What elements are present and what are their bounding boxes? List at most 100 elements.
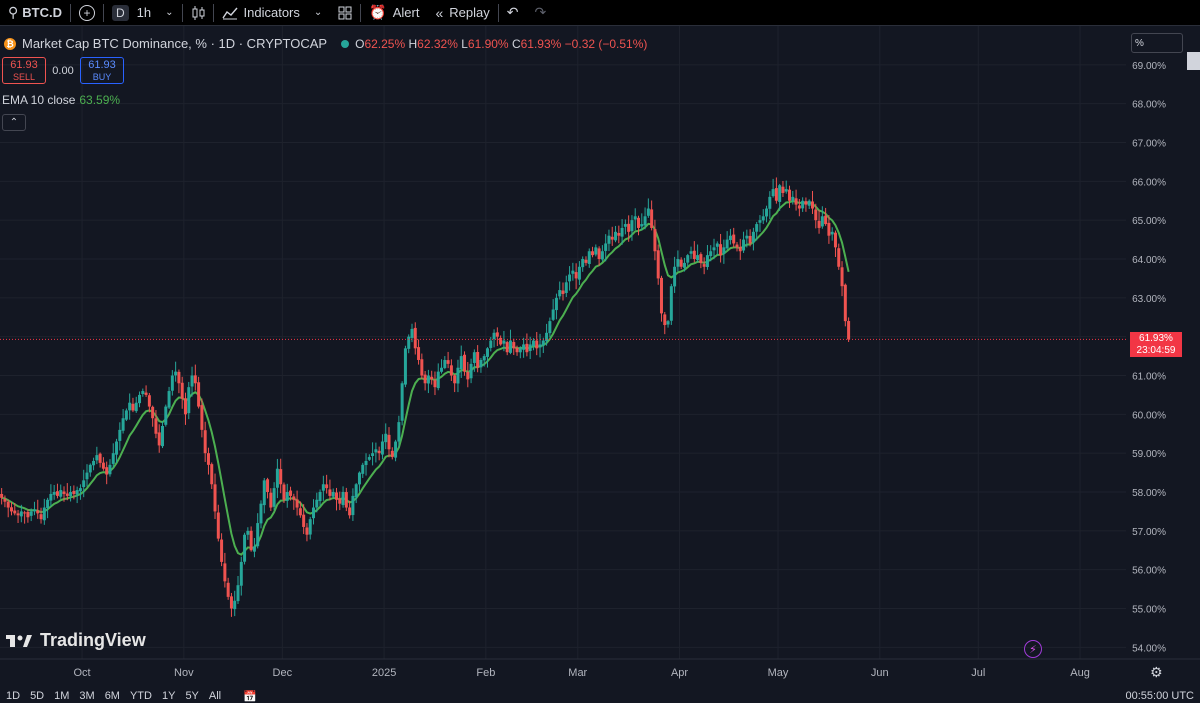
candle-body	[0, 493, 4, 498]
candle-body	[377, 450, 381, 454]
candle-body	[187, 387, 191, 414]
calendar-icon[interactable]: 📅	[243, 691, 257, 703]
redo-button[interactable]: ↷	[526, 0, 554, 26]
collapse-legend-button[interactable]: ⌃	[2, 114, 26, 131]
redo-icon: ↷	[534, 4, 547, 20]
sell-price: 61.93	[10, 59, 38, 71]
candle-body	[344, 492, 348, 508]
candle-body	[446, 360, 450, 364]
alarm-clock-icon: ⏰	[369, 4, 387, 20]
tradingview-logo[interactable]: TradingView	[6, 630, 146, 651]
chart-type-button[interactable]	[183, 0, 213, 26]
candle-body	[433, 380, 437, 388]
low-label: L	[461, 36, 468, 51]
ema-legend[interactable]: EMA 10 close 63.59%	[2, 93, 120, 107]
candle-body	[755, 224, 759, 232]
symbol-search[interactable]: ⚲ BTC.D	[0, 0, 70, 26]
sell-button[interactable]: 61.93 SELL	[2, 57, 46, 84]
candle-body	[551, 309, 555, 320]
candle-body	[417, 347, 421, 360]
search-icon: ⚲	[8, 4, 19, 20]
candle-body	[482, 356, 486, 361]
candle-body	[65, 493, 69, 496]
undo-button[interactable]: ↶	[499, 0, 527, 26]
time-tick-label: Oct	[74, 667, 91, 679]
compare-button[interactable]: +	[71, 0, 103, 26]
replay-button[interactable]: « Replay	[427, 0, 497, 26]
range-button-1m[interactable]: 1M	[54, 690, 70, 702]
range-button-5d[interactable]: 5D	[30, 690, 45, 702]
candle-body	[738, 246, 742, 252]
candle-body	[252, 546, 256, 552]
candle-body	[541, 340, 545, 346]
candle-body	[558, 290, 562, 297]
unit-selector[interactable]: %	[1131, 33, 1183, 53]
candle-body	[111, 453, 115, 464]
time-tick-label: Dec	[273, 667, 293, 679]
candle-body	[709, 251, 713, 257]
scrollbar-handle[interactable]	[1187, 52, 1200, 70]
candle-body	[420, 359, 424, 376]
candle-body	[479, 359, 483, 368]
gear-icon[interactable]: ⚙	[1150, 664, 1163, 680]
candle-body	[216, 512, 220, 539]
candle-body	[712, 247, 716, 251]
layouts-button[interactable]	[330, 0, 360, 26]
candle-body	[423, 374, 427, 384]
time-tick-label: Jun	[871, 667, 889, 679]
buy-button[interactable]: 61.93 BUY	[80, 57, 124, 84]
price-tick-label: 61.00%	[1132, 372, 1166, 383]
candle-body	[32, 509, 36, 512]
range-button-ytd[interactable]: YTD	[129, 690, 152, 702]
candle-body	[653, 229, 657, 252]
candle-body	[174, 371, 178, 376]
series-title[interactable]: Market Cap BTC Dominance, % · 1D · CRYPT…	[22, 36, 328, 51]
candle-body	[705, 255, 709, 267]
range-button-3m[interactable]: 3M	[79, 690, 95, 702]
candle-body	[768, 196, 772, 209]
candle-body	[128, 402, 132, 411]
interval-selector[interactable]: D 1h ⌄	[104, 0, 182, 26]
candle-body	[226, 582, 230, 597]
range-button-6m[interactable]: 6M	[104, 690, 120, 702]
candle-body	[633, 216, 637, 220]
candle-body	[508, 340, 512, 353]
candle-body	[151, 406, 155, 419]
price-tick-label: 54.00%	[1132, 643, 1166, 654]
candle-body	[272, 488, 276, 507]
candle-body	[719, 244, 723, 256]
interval-badge[interactable]: D	[111, 4, 129, 21]
candle-body	[305, 527, 309, 535]
alert-label: Alert	[392, 5, 420, 20]
utc-clock[interactable]: 00:55:00 UTC	[1125, 690, 1194, 702]
indicators-button[interactable]: Indicators ⌄	[214, 0, 331, 26]
replay-label: Replay	[449, 5, 490, 20]
close-value: 61.93%	[520, 36, 562, 51]
candle-body	[538, 344, 542, 348]
range-button-5y[interactable]: 5Y	[185, 690, 199, 702]
candle-body	[722, 247, 726, 254]
low-value: 61.90%	[467, 36, 509, 51]
candle-body	[587, 251, 591, 264]
range-button-1y[interactable]: 1Y	[161, 690, 176, 702]
range-button-all[interactable]: All	[208, 690, 222, 702]
candle-body	[476, 351, 480, 368]
candle-body	[167, 391, 171, 408]
candle-body	[203, 430, 207, 454]
candle-body	[673, 266, 677, 287]
toolbar-divider	[212, 3, 214, 22]
candle-body	[361, 464, 365, 474]
candle-body	[847, 321, 851, 340]
candle-body	[259, 503, 263, 524]
candle-body	[659, 277, 663, 314]
candle-body	[669, 286, 673, 321]
alert-button[interactable]: ⏰ Alert	[361, 0, 427, 26]
lightning-icon[interactable]: ⚡	[1024, 640, 1042, 658]
range-button-1d[interactable]: 1D	[6, 690, 21, 702]
candle-body	[564, 282, 568, 293]
candle-body	[643, 216, 647, 226]
candle-body	[607, 235, 611, 244]
candle-body	[689, 251, 693, 254]
candle-body	[164, 406, 168, 425]
